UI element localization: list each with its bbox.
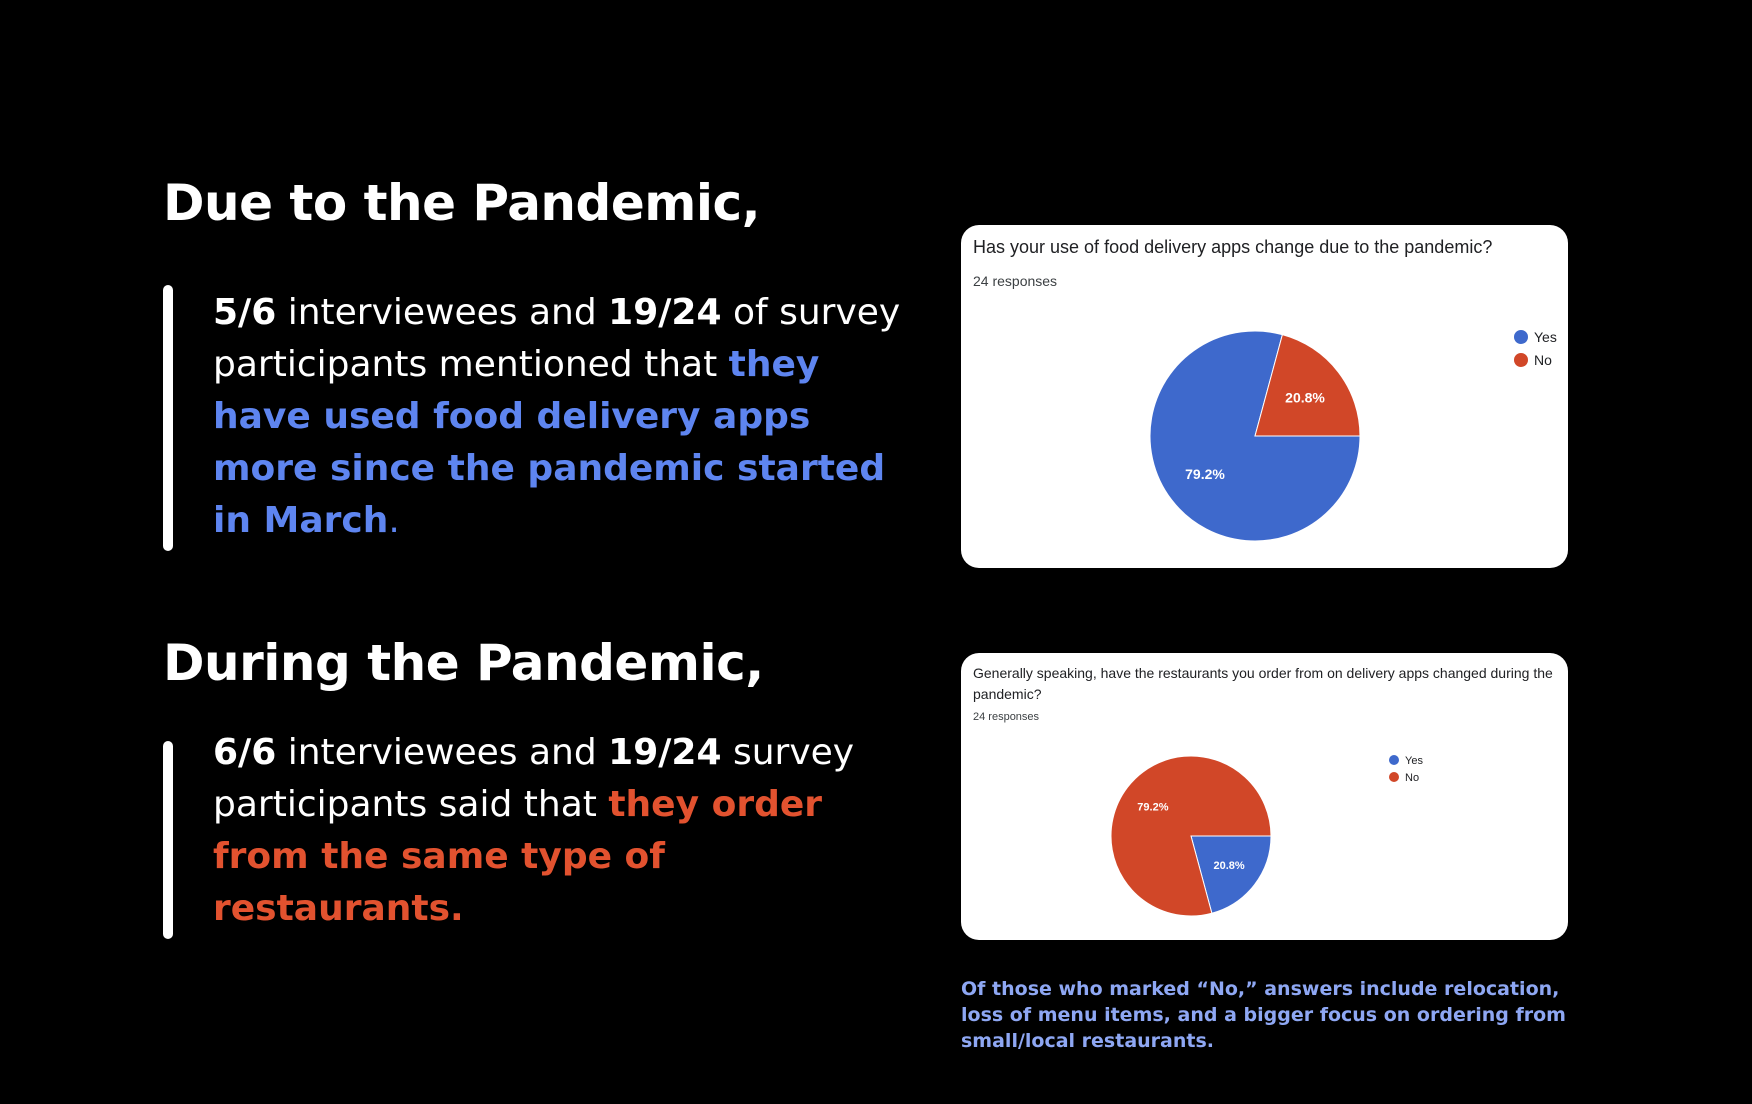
section1-text-b: of survey participants mentioned that [213,292,901,385]
pie-slice-yes [1190,835,1272,914]
legend-swatch-yes [1514,330,1528,344]
chart1-question: Has your use of food delivery apps chang… [973,237,1493,257]
chart2-svg: 20.8% 79.2% Yes No [1110,755,1423,917]
section1-stat-interviewees: 5/6 [213,292,277,333]
slice-label-yes: 79.2% [1185,466,1225,482]
chart2-question: Generally speaking, have the restaurants… [973,665,1553,702]
section2-text-b: survey participants said that [213,732,855,825]
section1-stat-survey: 19/24 [608,292,722,333]
pie-chart-card-2: Generally speaking, have the restaurants… [961,653,1568,940]
pie-slice-no [1254,334,1361,437]
legend-label-yes: Yes [1534,329,1557,345]
section1-accent-bar [163,285,173,551]
section1-heading: Due to the Pandemic, [163,174,761,232]
section2-heading: During the Pandemic, [163,634,764,692]
section2-paragraph: 6/6 interviewees and 19/24 survey partic… [213,727,913,935]
slice-label-no: 20.8% [1285,390,1325,406]
section2-text-a: interviewees and [276,732,609,773]
legend-label-no: No [1405,772,1419,784]
pie-slice-no [1110,755,1272,917]
section1-highlight: they have used food delivery apps more s… [213,344,886,541]
slice-label-no: 79.2% [1137,802,1168,814]
section1-text-a: interviewees and [276,292,609,333]
slice-label-yes: 20.8% [1214,860,1245,872]
section2-accent-bar [163,741,173,939]
section2-highlight: they order from the same type of restaur… [213,784,823,929]
legend-swatch-no [1389,772,1399,782]
chart1-response-count: 24 responses [973,273,1058,289]
legend-swatch-yes [1389,755,1399,765]
section1-paragraph: 5/6 interviewees and 19/24 of survey par… [213,287,913,547]
legend-label-yes: Yes [1405,755,1423,767]
section1-period: . [388,500,400,541]
section2-stat-interviewees: 6/6 [213,732,277,773]
legend-swatch-no [1514,353,1528,367]
chart2-response-count: 24 responses [973,711,1040,723]
pie-chart-card-1: Has your use of food delivery apps chang… [961,225,1568,568]
section2-stat-survey: 19/24 [608,732,722,773]
no-answers-note: Of those who marked “No,” answers includ… [961,978,1566,1052]
chart1-svg: 79.2% 20.8% Yes No [1149,329,1557,542]
legend-label-no: No [1534,352,1552,368]
